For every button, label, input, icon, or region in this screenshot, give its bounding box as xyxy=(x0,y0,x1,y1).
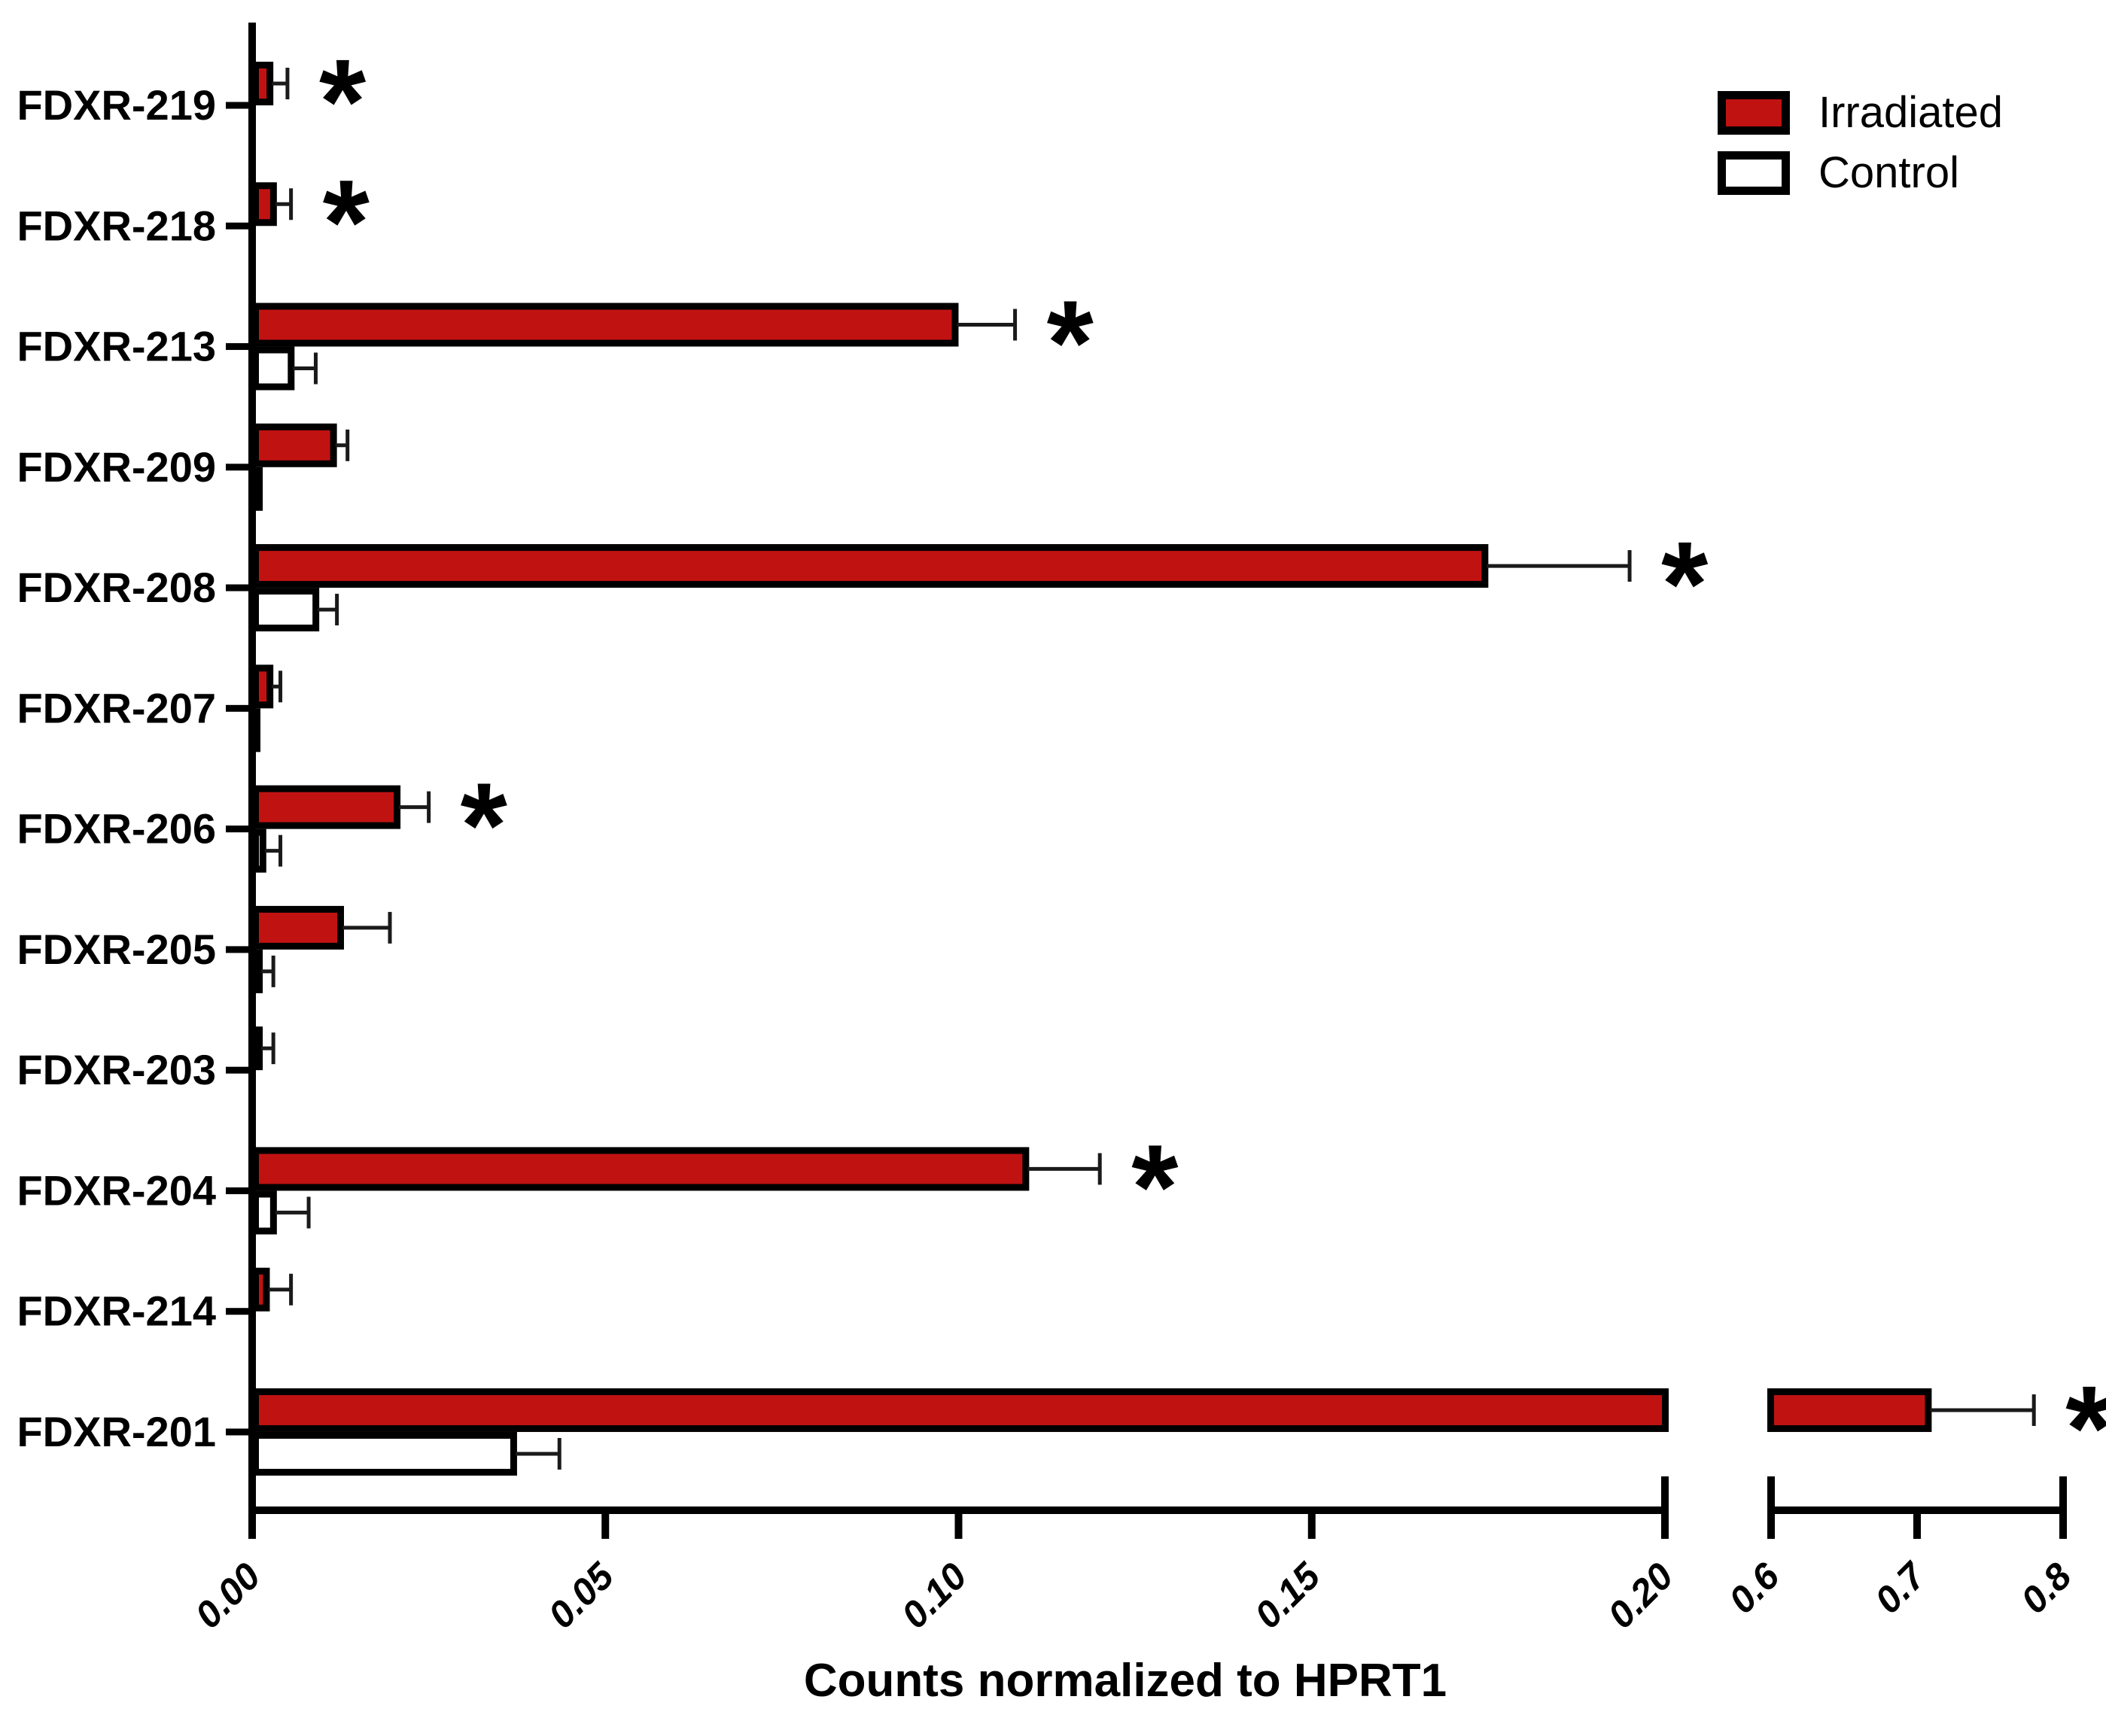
x-tick-label-0.6: 0.6 xyxy=(1721,1554,1788,1622)
x-tick-label-0.20: 0.20 xyxy=(1599,1555,1681,1637)
category-label-FDXR-214: FDXR-214 xyxy=(17,1288,216,1335)
legend-label-control: Control xyxy=(1818,147,1959,197)
category-label-FDXR-201: FDXR-201 xyxy=(17,1408,216,1455)
bar-FDXR-207-control xyxy=(252,708,260,752)
bar-FDXR-213-irradiated xyxy=(252,303,959,347)
legend-item-control: Control xyxy=(1718,147,2003,197)
bar-FDXR-206-control xyxy=(252,828,266,873)
x-tick-0.8 xyxy=(2059,1476,2067,1539)
bar-FDXR-201-irradiated-segment1 xyxy=(252,1388,1669,1432)
x-tick-0.15 xyxy=(1307,1510,1316,1539)
y-tick-FDXR-208 xyxy=(226,584,252,591)
significance-asterisk-FDXR-213: * xyxy=(1047,275,1094,410)
y-tick-FDXR-213 xyxy=(226,343,252,351)
category-label-FDXR-218: FDXR-218 xyxy=(17,202,216,249)
significance-asterisk-FDXR-218: * xyxy=(323,154,370,289)
significance-asterisk-FDXR-204: * xyxy=(1131,1119,1179,1254)
x-tick-label-0.05: 0.05 xyxy=(540,1554,622,1636)
x-axis-title: Counts normalized to HPRT1 xyxy=(803,1655,1447,1707)
bar-FDXR-201-control xyxy=(252,1431,517,1476)
significance-asterisk-FDXR-208: * xyxy=(1661,516,1709,651)
y-tick-FDXR-203 xyxy=(226,1066,252,1074)
bar-FDXR-219-irradiated xyxy=(252,62,274,105)
x-tick-0.7 xyxy=(1913,1510,1921,1539)
y-tick-FDXR-219 xyxy=(226,102,252,109)
bar-FDXR-208-control xyxy=(252,588,320,632)
y-tick-FDXR-209 xyxy=(226,464,252,471)
category-label-FDXR-203: FDXR-203 xyxy=(17,1046,216,1093)
x-tick-0.6 xyxy=(1767,1476,1775,1539)
x-tick-0.20 xyxy=(1661,1476,1669,1539)
category-label-FDXR-219: FDXR-219 xyxy=(17,81,216,129)
category-label-FDXR-204: FDXR-204 xyxy=(17,1166,216,1214)
y-tick-FDXR-218 xyxy=(226,222,252,230)
category-label-FDXR-206: FDXR-206 xyxy=(17,805,216,853)
legend-swatch-control xyxy=(1718,150,1790,195)
bar-FDXR-208-irradiated xyxy=(252,544,1489,588)
category-label-FDXR-207: FDXR-207 xyxy=(17,684,216,731)
significance-asterisk-FDXR-219: * xyxy=(319,34,367,169)
legend-swatch-irradiated xyxy=(1718,90,1790,135)
category-label-FDXR-209: FDXR-209 xyxy=(17,443,216,491)
legend: Irradiated Control xyxy=(1718,89,2003,209)
y-tick-FDXR-204 xyxy=(226,1187,252,1194)
x-tick-0.10 xyxy=(954,1510,963,1539)
x-tick-label-0.10: 0.10 xyxy=(893,1555,975,1637)
category-label-FDXR-208: FDXR-208 xyxy=(17,564,216,611)
bar-FDXR-209-irradiated xyxy=(252,423,337,467)
x-tick-label-0.8: 0.8 xyxy=(2013,1555,2080,1622)
significance-asterisk-FDXR-206: * xyxy=(461,758,508,892)
y-tick-FDXR-201 xyxy=(226,1428,252,1436)
y-tick-FDXR-214 xyxy=(226,1308,252,1315)
y-tick-FDXR-206 xyxy=(226,825,252,833)
bar-FDXR-214-irradiated xyxy=(252,1267,270,1312)
bar-FDXR-205-control xyxy=(252,949,263,993)
y-tick-FDXR-207 xyxy=(226,704,252,712)
x-tick-label-0.7: 0.7 xyxy=(1867,1554,1934,1622)
x-tick-label-0.15: 0.15 xyxy=(1246,1554,1328,1636)
y-tick-FDXR-205 xyxy=(226,946,252,953)
x-tick-0.05 xyxy=(601,1510,610,1539)
category-label-FDXR-213: FDXR-213 xyxy=(17,323,216,370)
bar-FDXR-218-irradiated xyxy=(252,182,277,227)
bar-FDXR-205-irradiated xyxy=(252,905,345,950)
bar-FDXR-204-control xyxy=(252,1190,277,1235)
x-tick-0.00 xyxy=(248,1510,256,1539)
legend-label-irradiated: Irradiated xyxy=(1818,88,2004,137)
bar-FDXR-201-irradiated-segment2 xyxy=(1767,1388,1932,1432)
bar-FDXR-206-irradiated xyxy=(252,785,401,829)
category-label-FDXR-205: FDXR-205 xyxy=(17,926,216,973)
bar-FDXR-204-irradiated xyxy=(252,1147,1030,1191)
bar-FDXR-207-irradiated xyxy=(252,664,274,709)
bar-FDXR-203-irradiated xyxy=(252,1026,263,1071)
legend-item-irradiated: Irradiated xyxy=(1718,89,2003,137)
x-tick-label-0.00: 0.00 xyxy=(187,1555,269,1637)
y-axis-line xyxy=(248,23,256,1539)
significance-asterisk-FDXR-201: * xyxy=(2065,1361,2106,1495)
bar-FDXR-213-control xyxy=(252,346,295,391)
bar-FDXR-209-control xyxy=(252,467,263,511)
